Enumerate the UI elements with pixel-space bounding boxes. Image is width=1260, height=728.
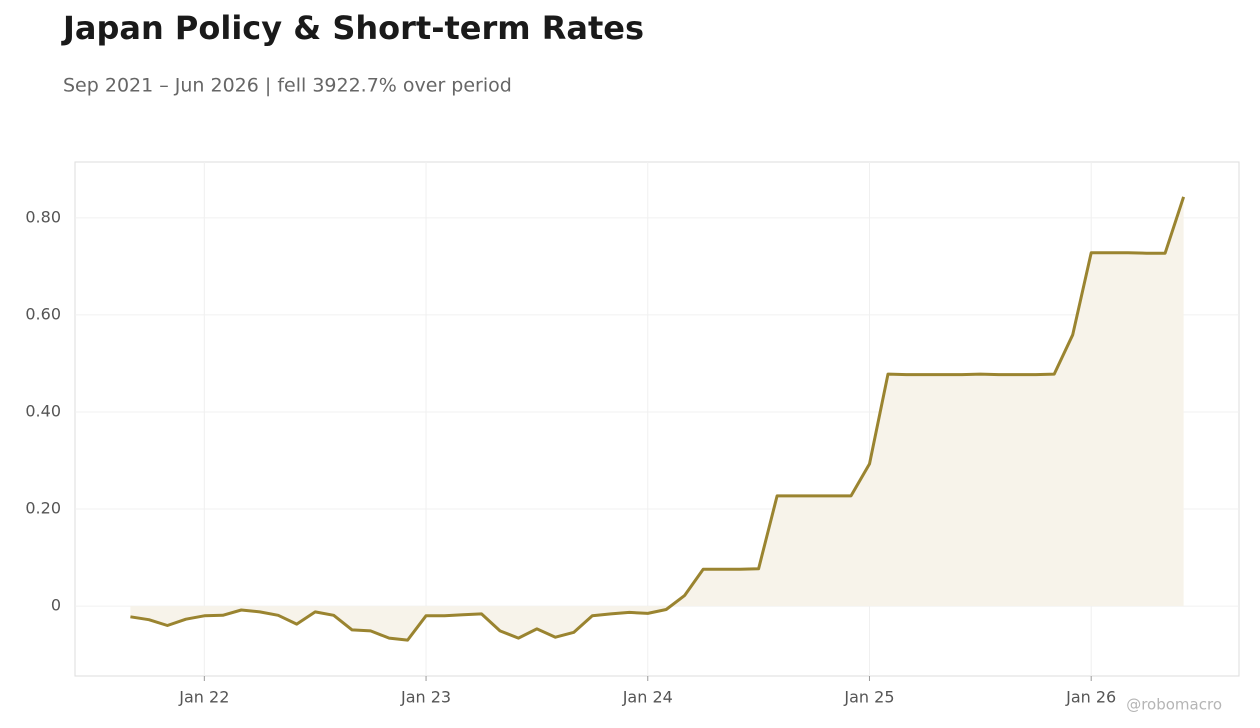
y-tick-label: 0.60 [25, 304, 61, 323]
y-tick-label: 0.20 [25, 499, 61, 518]
y-tick-label: 0 [51, 596, 61, 615]
line [130, 196, 1186, 642]
chart-title: Japan Policy & Short-term Rates [61, 9, 644, 47]
watermark: @robomacro [1126, 696, 1222, 714]
area [130, 196, 1184, 641]
x-tick-label: Jan 24 [622, 688, 673, 707]
x-tick-label: Jan 22 [178, 688, 229, 707]
x-tick-label: Jan 26 [1065, 688, 1116, 707]
y-tick-label: 0.80 [25, 207, 61, 226]
chart-subtitle: Sep 2021 – Jun 2026 | fell 3922.7% over … [63, 75, 512, 97]
y-tick-label: 0.40 [25, 401, 61, 420]
plot-frame [74, 161, 1240, 677]
x-tick-label: Jan 23 [400, 688, 451, 707]
x-tick-label: Jan 25 [843, 688, 894, 707]
